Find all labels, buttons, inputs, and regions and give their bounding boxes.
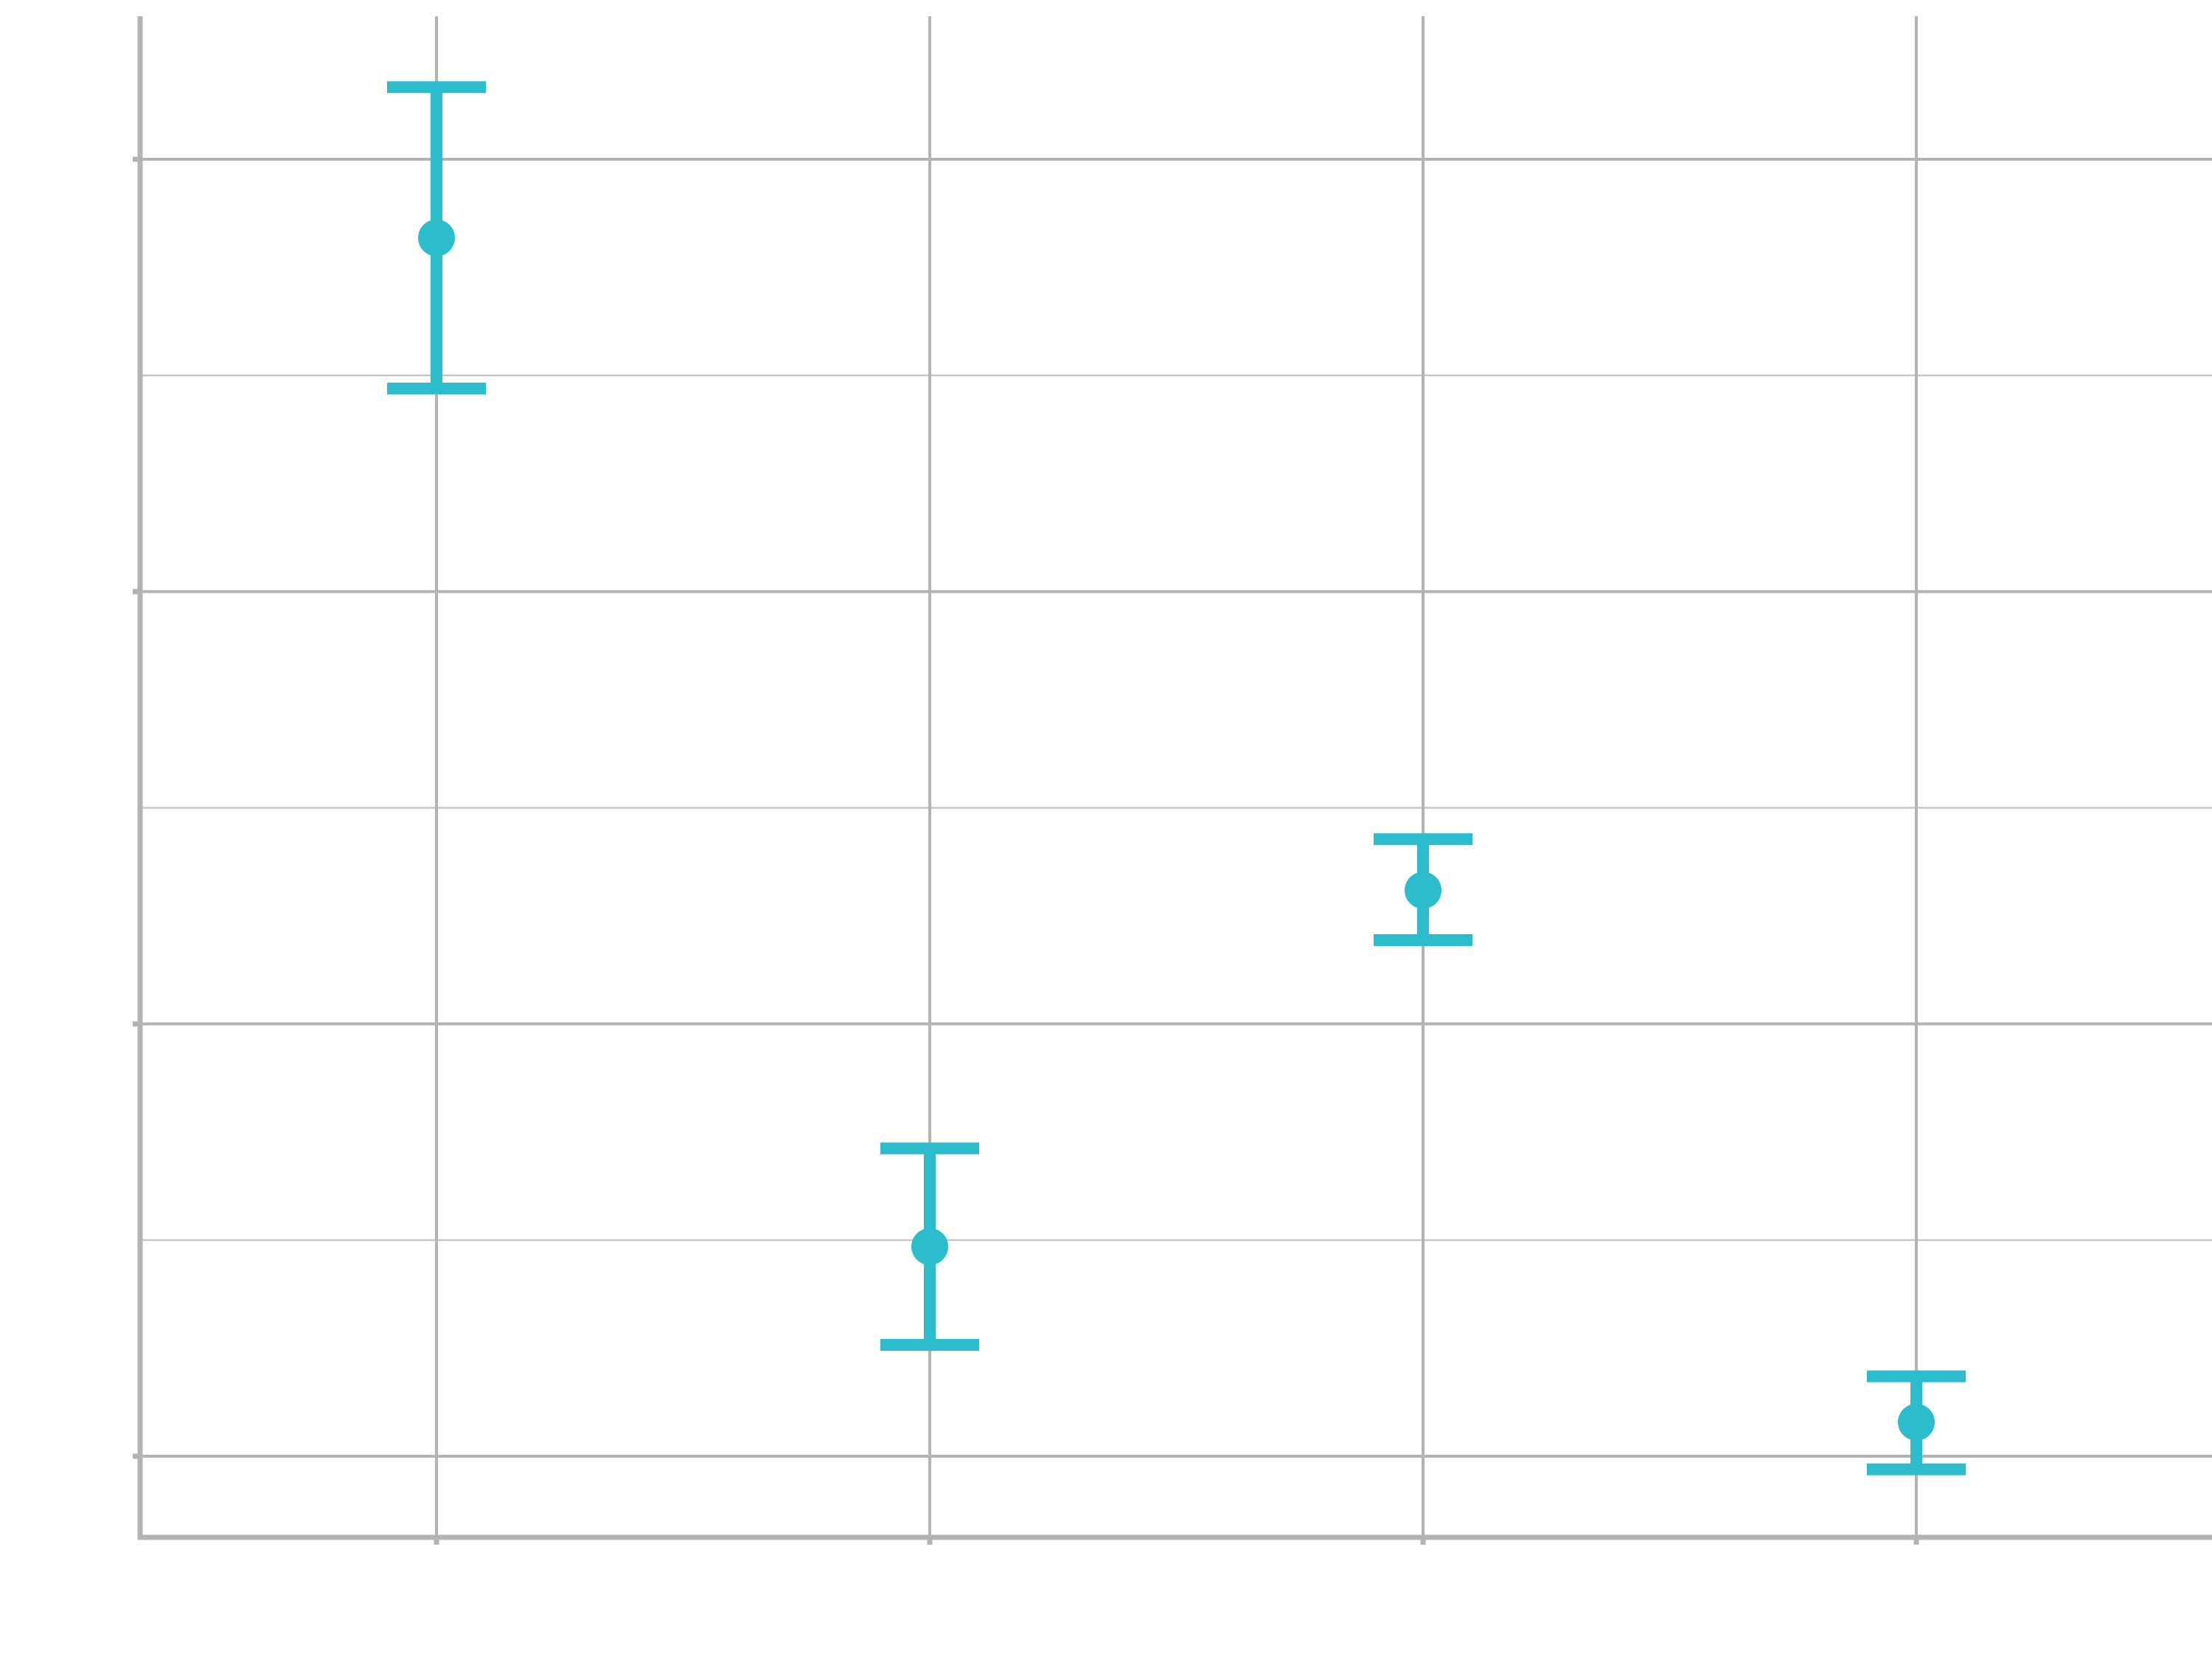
data-point <box>911 1228 948 1265</box>
data-point <box>1405 872 1441 909</box>
error-bar-group <box>1867 1370 1966 1475</box>
data-point <box>1898 1403 1935 1441</box>
axes <box>133 16 2212 1545</box>
data-marks <box>387 81 1966 1475</box>
error-bar-group <box>880 1142 979 1351</box>
error-bar-group <box>387 81 486 394</box>
grid <box>140 16 2212 1537</box>
error-bar-group <box>1374 833 1472 946</box>
data-point <box>418 219 455 257</box>
